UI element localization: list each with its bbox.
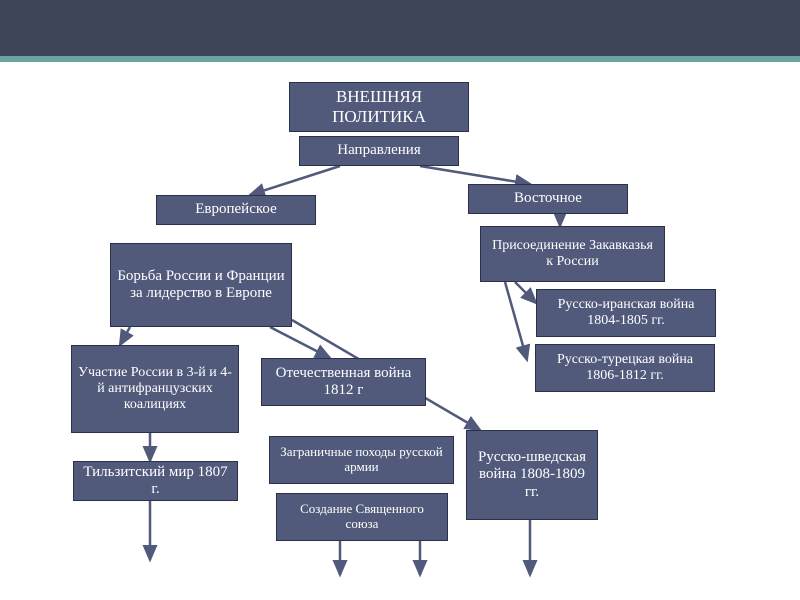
- node-iran-war: Русско-иранская война 1804-1805 гг.: [536, 289, 716, 337]
- node-struggle: Борьба России и Франции за лидерство в Е…: [110, 243, 292, 327]
- node-zakavkazye: Присоединение Закавказья к России: [480, 226, 665, 282]
- node-title: ВНЕШНЯЯ ПОЛИТИКА: [289, 82, 469, 132]
- title-bar: [0, 0, 800, 56]
- node-turk-war: Русско-турецкая война 1806-1812 гг.: [535, 344, 715, 392]
- node-holy-alliance: Создание Священного союза: [276, 493, 448, 541]
- node-coalitions: Участие России в 3-й и 4-й антифранцузск…: [71, 345, 239, 433]
- node-tilsit: Тильзитский мир 1807 г.: [73, 461, 238, 501]
- slide-canvas: { "type": "flowchart", "background_color…: [0, 0, 800, 600]
- node-european: Европейское: [156, 195, 316, 225]
- node-swedish-war: Русско-шведская война 1808-1809 гг.: [466, 430, 598, 520]
- accent-bar: [0, 56, 800, 62]
- node-directions: Направления: [299, 136, 459, 166]
- node-foreign-campaigns: Заграничные походы русской армии: [269, 436, 454, 484]
- node-eastern: Восточное: [468, 184, 628, 214]
- node-patriotic: Отечественная война 1812 г: [261, 358, 426, 406]
